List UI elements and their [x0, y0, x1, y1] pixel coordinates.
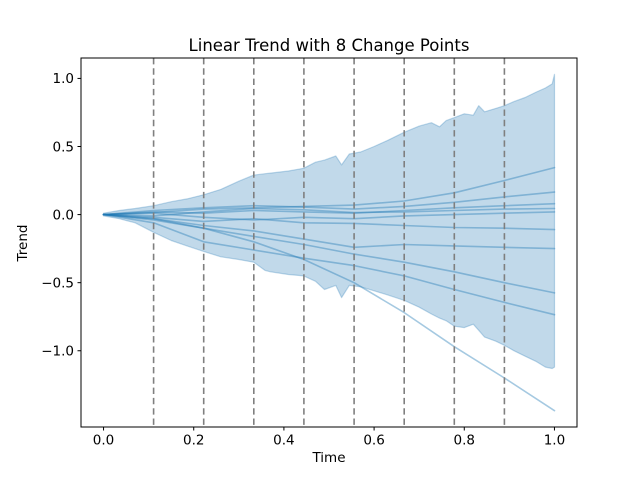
x-tick-label: 0.4	[273, 433, 294, 449]
trend-sample-line	[102, 213, 556, 231]
chart-title: Linear Trend with 8 Change Points	[189, 36, 470, 55]
uncertainty-band-layer	[102, 73, 556, 370]
trend-sample-line	[102, 207, 556, 217]
trend-sample-line	[102, 213, 556, 412]
y-tick-label: −1.0	[41, 344, 74, 360]
axes-layer: 0.0 0.2 0.4 0.6 0.8 1.0 −1.0 −0.5 0.0 0.5 1.0	[41, 57, 578, 449]
trend-sample-line	[102, 213, 556, 250]
trend-sample-line	[102, 211, 556, 221]
x-tick-label: 0.0	[93, 433, 114, 449]
trend-sample-line	[102, 213, 556, 294]
axes-frame	[80, 57, 578, 428]
y-tick-label: 0.5	[53, 139, 74, 155]
trend-sample-line	[102, 213, 556, 316]
y-tick-label: −0.5	[41, 275, 74, 291]
x-tick-label: 0.8	[454, 433, 475, 449]
trend-sample-line	[102, 202, 556, 216]
y-axis-label: Trend	[15, 225, 31, 263]
uncertainty-band	[102, 73, 556, 370]
trend-sample-line	[102, 166, 556, 216]
trend-sample-line	[102, 191, 556, 216]
y-tick-label: 0.0	[53, 207, 74, 223]
trend-samples-layer	[102, 166, 556, 412]
x-tick-label: 0.2	[183, 433, 204, 449]
x-axis-label: Time	[311, 450, 345, 466]
x-tick-label: 0.6	[363, 433, 384, 449]
x-tick-label: 1.0	[544, 433, 565, 449]
y-tick-label: 1.0	[53, 71, 74, 87]
